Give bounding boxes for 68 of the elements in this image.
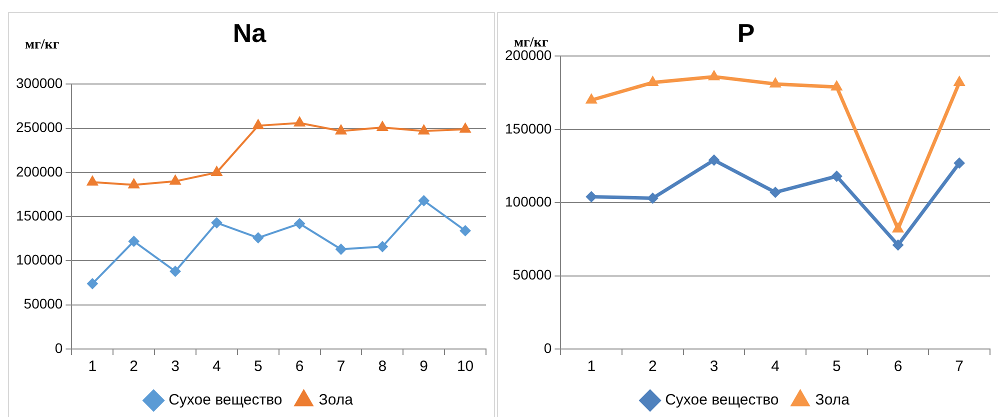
point [708,70,720,80]
point [86,176,98,186]
x-tick-label: 6 [295,358,304,376]
x-tick-label: 7 [955,358,964,376]
point [830,80,842,90]
x-tick-label: 6 [894,358,902,376]
x-tick-label: 1 [587,358,596,376]
point [647,76,658,86]
y-tick-label: 250000 [16,119,63,136]
legend-label: Зола [318,392,354,409]
point [647,192,658,204]
point [211,166,222,176]
point [170,174,181,185]
point [170,266,181,277]
point [252,119,264,130]
point [418,124,430,134]
y-tick-label: 150000 [16,207,63,224]
x-tick-label: 3 [710,358,718,376]
y-tick-label: 100000 [505,193,552,210]
y-tick-label: 300000 [16,75,63,92]
point [376,241,388,252]
x-tick-label: 8 [378,358,387,376]
point [335,124,347,134]
point [460,122,471,133]
legend-label: Сухое вещество [665,392,779,409]
point [294,218,306,230]
point [586,94,598,104]
chart-title: Na [232,18,267,48]
x-tick-label: 2 [648,358,657,376]
y-tick-label: 0 [544,340,552,356]
point [954,76,966,86]
x-tick-label: 4 [212,358,221,376]
x-tick-label: 5 [254,358,262,376]
y-tick-label: 200000 [16,163,63,180]
point [831,170,842,182]
x-tick-label: 5 [832,358,841,376]
x-tick-label: 9 [420,358,428,376]
point [128,178,140,188]
x-tick-label: 3 [171,358,180,376]
x-tick-label: 1 [88,358,97,376]
point [211,217,222,228]
point [708,154,720,166]
y-tick-label: 50000 [24,296,63,312]
x-tick-label: 10 [456,358,474,376]
point [336,244,346,255]
point [460,225,471,236]
chart-title: P [737,18,755,48]
y-tick-label: 0 [54,340,63,356]
point [892,240,904,251]
point [294,116,306,127]
legend-label: Зола [815,392,850,409]
point [954,158,965,169]
x-tick-label: 2 [130,358,138,376]
y-tick-label: 150000 [505,120,552,136]
point [770,186,781,198]
point [252,232,264,244]
point [418,195,430,206]
y-tick-label: 50000 [512,266,552,283]
point [128,236,140,247]
point [376,120,388,131]
legend-label: Сухое вещество [168,392,282,409]
point [586,191,597,202]
x-tick-label: 7 [336,358,346,376]
y-axis-title: мг/кг [25,38,60,53]
point [770,78,782,88]
x-tick-label: 4 [771,358,780,376]
y-tick-label: 100000 [16,252,63,268]
point [86,278,98,290]
